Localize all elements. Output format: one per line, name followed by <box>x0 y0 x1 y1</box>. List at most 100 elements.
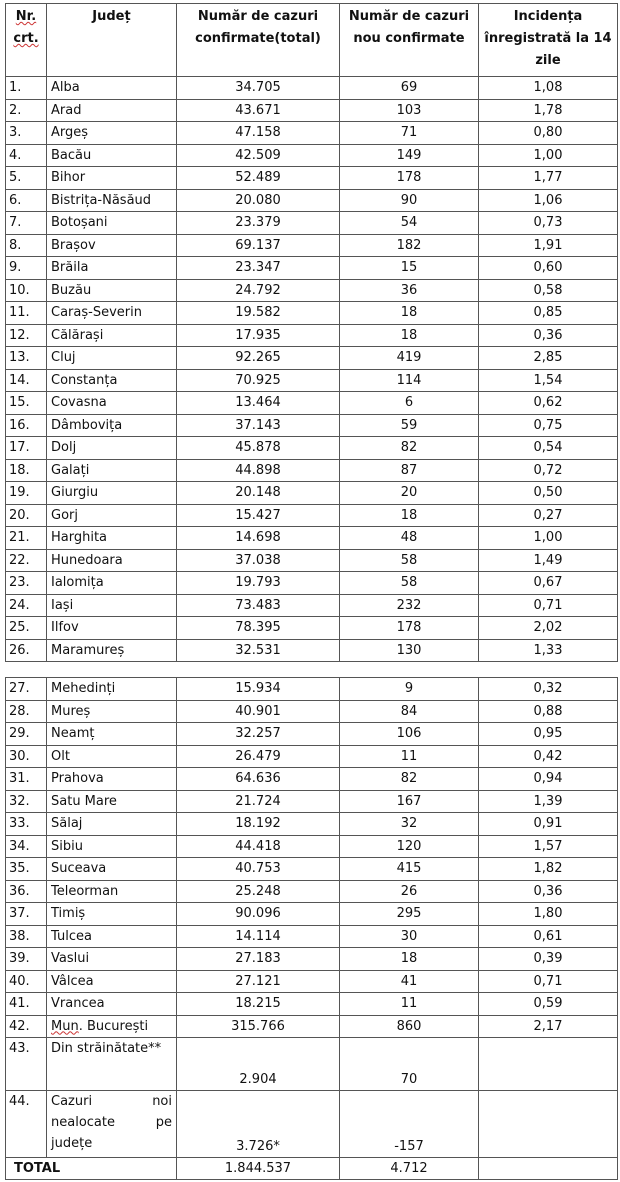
table-row: 10. Buzău 24.792 36 0,58 <box>5 278 618 302</box>
row-total: 13.464 <box>176 391 340 415</box>
row-incidence: 0,50 <box>478 481 618 505</box>
row-judet: Prahova <box>46 767 177 791</box>
row-nr: 26. <box>5 638 47 662</box>
row-judet: Constanța <box>46 368 177 392</box>
row-total: 92.265 <box>176 346 340 370</box>
row-total: 42.509 <box>176 143 340 167</box>
row-new: 18 <box>339 301 479 325</box>
table-row: 31. Prahova 64.636 82 0,94 <box>5 767 618 791</box>
row-new: -157 <box>339 1090 479 1158</box>
table-row: 28. Mureș 40.901 84 0,88 <box>5 699 618 723</box>
row-total: 37.143 <box>176 413 340 437</box>
row-judet: Caraș-Severin <box>46 301 177 325</box>
row-nr: 27. <box>5 677 47 701</box>
table-row: 17. Dolj 45.878 82 0,54 <box>5 436 618 460</box>
row-new: 120 <box>339 834 479 858</box>
row-nr: 12. <box>5 323 47 347</box>
row-incidence: 0,61 <box>478 924 618 948</box>
row-nr: 21. <box>5 526 47 550</box>
row-nr: 33. <box>5 812 47 836</box>
table-row: 6. Bistrița-Năsăud 20.080 90 1,06 <box>5 188 618 212</box>
row-new: 11 <box>339 744 479 768</box>
row-incidence: 0,91 <box>478 812 618 836</box>
table-row: 9. Brăila 23.347 15 0,60 <box>5 256 618 280</box>
row-new: 26 <box>339 879 479 903</box>
row-nr: 41. <box>5 992 47 1016</box>
row-total: 40.753 <box>176 857 340 881</box>
row-nr: 23. <box>5 571 47 595</box>
row-total: 21.724 <box>176 789 340 813</box>
row-total: 64.636 <box>176 767 340 791</box>
total-cases: 1.844.537 <box>176 1157 340 1180</box>
total-new-cases: 4.712 <box>339 1157 479 1180</box>
row-incidence: 0,27 <box>478 503 618 527</box>
row-nr: 7. <box>5 211 47 235</box>
row-incidence: 1,91 <box>478 233 618 257</box>
row-new: 178 <box>339 166 479 190</box>
row-judet: Mun. București <box>46 1014 177 1038</box>
header-incidence: Incidența înregistrată la 14 zile <box>478 3 618 77</box>
row-nr: 35. <box>5 857 47 881</box>
row-judet: Cazuri noi nealocate pe județe <box>46 1090 177 1158</box>
row-new: 59 <box>339 413 479 437</box>
row-judet: Suceava <box>46 857 177 881</box>
row-judet: Din străinătate** <box>46 1037 177 1091</box>
row-judet: Vrancea <box>46 992 177 1016</box>
row-new: 36 <box>339 278 479 302</box>
row-nr: 14. <box>5 368 47 392</box>
row-nr: 2. <box>5 98 47 122</box>
row-total: 44.898 <box>176 458 340 482</box>
row-nr: 28. <box>5 699 47 723</box>
row-new: 295 <box>339 902 479 926</box>
row-new: 130 <box>339 638 479 662</box>
row-total: 20.148 <box>176 481 340 505</box>
row-new: 20 <box>339 481 479 505</box>
row-nr: 6. <box>5 188 47 212</box>
row-judet: Buzău <box>46 278 177 302</box>
table-row: 2. Arad 43.671 103 1,78 <box>5 98 618 122</box>
row-incidence: 0,32 <box>478 677 618 701</box>
row-new: 71 <box>339 121 479 145</box>
row-new: 149 <box>339 143 479 167</box>
row-incidence: 0,75 <box>478 413 618 437</box>
row-incidence: 1,00 <box>478 526 618 550</box>
row-incidence: 1,82 <box>478 857 618 881</box>
table-row: 41. Vrancea 18.215 11 0,59 <box>5 992 618 1016</box>
row-incidence: 0,95 <box>478 722 618 746</box>
row-total: 69.137 <box>176 233 340 257</box>
row-total: 15.427 <box>176 503 340 527</box>
table-row: 16. Dâmbovița 37.143 59 0,75 <box>5 413 618 437</box>
row-nr: 20. <box>5 503 47 527</box>
row-nr: 8. <box>5 233 47 257</box>
row-judet: Alba <box>46 76 177 100</box>
table-row: 4. Bacău 42.509 149 1,00 <box>5 143 618 167</box>
row-incidence: 1,06 <box>478 188 618 212</box>
row-incidence: 2,17 <box>478 1014 618 1038</box>
row-total: 26.479 <box>176 744 340 768</box>
row-judet: Sibiu <box>46 834 177 858</box>
row-new: 11 <box>339 992 479 1016</box>
row-total: 23.379 <box>176 211 340 235</box>
row-new: 58 <box>339 571 479 595</box>
row-total: 15.934 <box>176 677 340 701</box>
row-total: 34.705 <box>176 76 340 100</box>
row-total: 70.925 <box>176 368 340 392</box>
table-row: 40. Vâlcea 27.121 41 0,71 <box>5 969 618 993</box>
table-row-total: TOTAL 1.844.537 4.712 <box>5 1157 618 1180</box>
row-judet: Galați <box>46 458 177 482</box>
row-judet: Olt <box>46 744 177 768</box>
row-incidence: 0,62 <box>478 391 618 415</box>
row-new: 30 <box>339 924 479 948</box>
row-incidence: 0,59 <box>478 992 618 1016</box>
row-new: 90 <box>339 188 479 212</box>
table-row: 32. Satu Mare 21.724 167 1,39 <box>5 789 618 813</box>
table-row: 21. Harghita 14.698 48 1,00 <box>5 526 618 550</box>
row-incidence: 0,72 <box>478 458 618 482</box>
row-total: 45.878 <box>176 436 340 460</box>
row-incidence <box>478 1090 618 1158</box>
table-row: 22. Hunedoara 37.038 58 1,49 <box>5 548 618 572</box>
table-row: 8. Brașov 69.137 182 1,91 <box>5 233 618 257</box>
row-incidence: 1,49 <box>478 548 618 572</box>
row-judet: Ilfov <box>46 616 177 640</box>
row-total: 20.080 <box>176 188 340 212</box>
